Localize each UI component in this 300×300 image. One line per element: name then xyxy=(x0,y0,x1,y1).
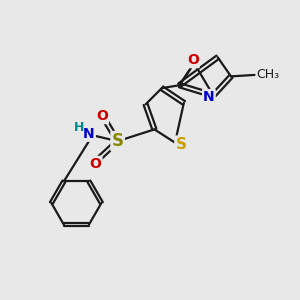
Text: N: N xyxy=(83,127,95,141)
Text: O: O xyxy=(187,53,199,67)
Text: N: N xyxy=(203,90,215,104)
Text: O: O xyxy=(90,157,101,171)
Text: H: H xyxy=(74,122,85,134)
Text: O: O xyxy=(96,109,108,123)
Text: CH₃: CH₃ xyxy=(256,68,279,81)
Text: S: S xyxy=(112,132,124,150)
Text: S: S xyxy=(176,136,186,152)
